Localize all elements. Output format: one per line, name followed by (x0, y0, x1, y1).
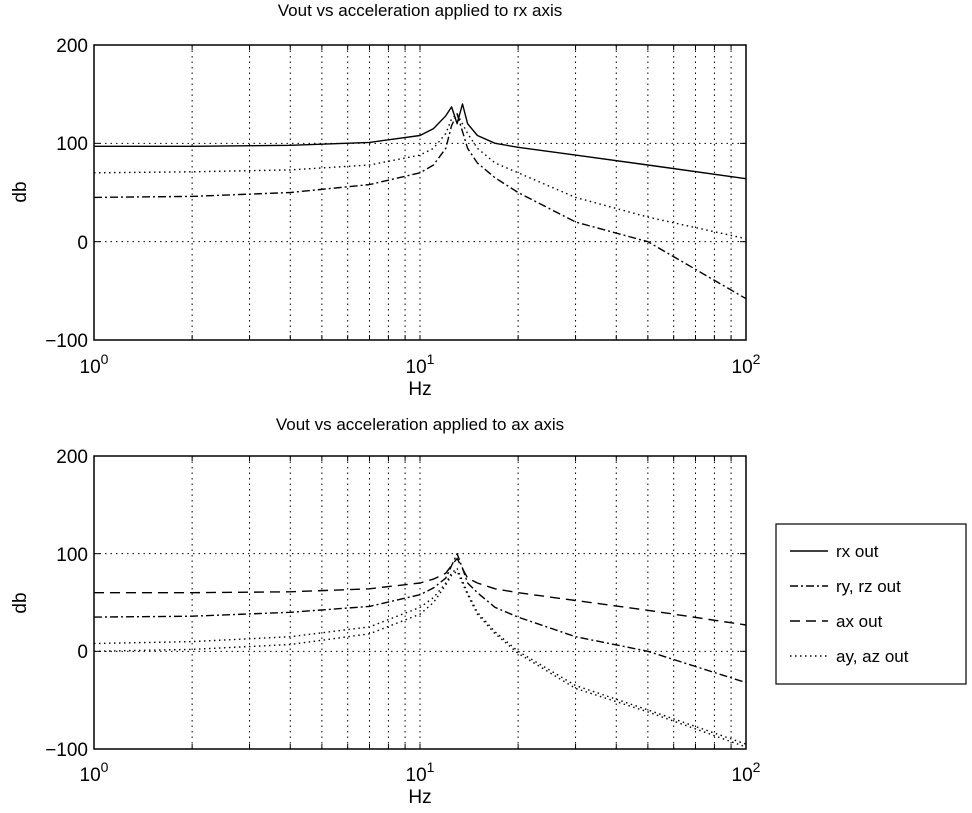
y-tick-label: 200 (56, 36, 88, 57)
bottom-chart-y-label: db (10, 592, 31, 613)
x-tick-label: 101 (406, 351, 435, 378)
x-tick-label: 102 (732, 759, 761, 786)
top-chart-x-ticks: 100 101 102 (80, 351, 761, 378)
top-chart-series (93, 103, 747, 300)
top-chart-y-label: db (10, 181, 31, 202)
legend-item: ay, az out (790, 647, 909, 666)
legend-item: ry, rz out (790, 577, 901, 596)
y-tick-label: 100 (56, 134, 88, 155)
top-chart-title: Vout vs acceleration applied to rx axis (278, 1, 562, 20)
legend-item: ax out (790, 612, 883, 631)
series-line (93, 570, 747, 748)
legend-label: rx out (836, 542, 879, 561)
series-line (93, 567, 747, 745)
legend-label: ay, az out (836, 647, 909, 666)
y-tick-label: 0 (77, 642, 88, 663)
series-line (93, 113, 747, 240)
series-line (93, 553, 747, 684)
y-tick-label: −100 (45, 331, 88, 352)
y-tick-label: 0 (77, 233, 88, 254)
bottom-chart-grid (94, 455, 746, 750)
top-chart-axes-frame (93, 44, 747, 341)
legend-label: ry, rz out (836, 577, 901, 596)
x-tick-label: 100 (80, 759, 109, 786)
legend-label: ax out (836, 612, 883, 631)
top-chart: Vout vs acceleration applied to rx axis … (10, 1, 761, 400)
legend-item: rx out (790, 542, 879, 561)
x-tick-label: 101 (406, 759, 435, 786)
y-tick-label: 200 (56, 447, 88, 468)
y-tick-label: −100 (45, 740, 88, 761)
bottom-chart-title: Vout vs acceleration applied to ax axis (276, 415, 564, 434)
bottom-chart-axes-frame (93, 455, 747, 750)
bottom-chart-series (93, 553, 747, 748)
x-tick-label: 102 (732, 351, 761, 378)
legend: rx out ry, rz out ax out ay, az out (775, 523, 967, 685)
series-line (93, 113, 747, 300)
series-line (94, 103, 747, 180)
bottom-chart-x-ticks: 100 101 102 (80, 759, 761, 786)
x-tick-label: 100 (80, 351, 109, 378)
top-chart-x-label: Hz (408, 379, 431, 400)
series-line (94, 557, 747, 626)
top-chart-y-ticks: 200 100 0 −100 (45, 36, 88, 352)
y-tick-label: 100 (56, 545, 88, 566)
bottom-chart-x-label: Hz (408, 787, 431, 808)
top-chart-grid (94, 44, 746, 341)
bottom-chart-y-ticks: 200 100 0 −100 (45, 447, 88, 761)
bottom-chart: Vout vs acceleration applied to ax axis … (10, 415, 761, 808)
